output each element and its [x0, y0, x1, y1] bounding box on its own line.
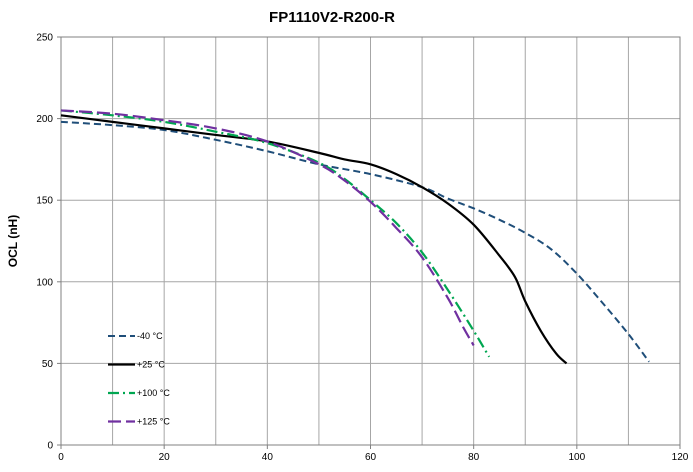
series-lines [60, 109, 650, 365]
y-axis-label: OCL (nH) [6, 215, 20, 267]
x-tick-label: 80 [468, 452, 480, 463]
grid [61, 37, 680, 445]
y-tick-label: 100 [36, 277, 53, 288]
legend-label-1: -40 °C [137, 331, 163, 341]
x-tick-label: 40 [262, 452, 274, 463]
x-tick-label: 100 [568, 452, 585, 463]
y-tick-label: 0 [47, 441, 53, 452]
x-tick-label: 0 [58, 452, 64, 463]
y-tick-label: 200 [36, 114, 53, 125]
legend-label-4: +125 °C [137, 417, 170, 427]
y-tick-label: 150 [36, 196, 53, 207]
legend: -40 °C +25 °C +100 °C +125 °C [108, 331, 170, 427]
x-tick-label: 20 [159, 452, 171, 463]
legend-label-2: +25 °C [137, 360, 165, 370]
y-tick-label: 50 [42, 359, 54, 370]
axis-ticks: 0 20 40 60 80 100 120 0 50 100 150 200 250 [36, 33, 688, 464]
series-line-2 [60, 114, 568, 365]
series-line-3 [60, 109, 491, 358]
series-line-1 [60, 120, 650, 363]
series-line-4 [60, 109, 475, 346]
chart-title: FP1110V2-R200-R [269, 9, 395, 26]
x-tick-label: 60 [365, 452, 377, 463]
x-tick-label: 120 [672, 452, 689, 463]
y-tick-label: 250 [36, 33, 53, 44]
legend-label-3: +100 °C [137, 388, 170, 398]
